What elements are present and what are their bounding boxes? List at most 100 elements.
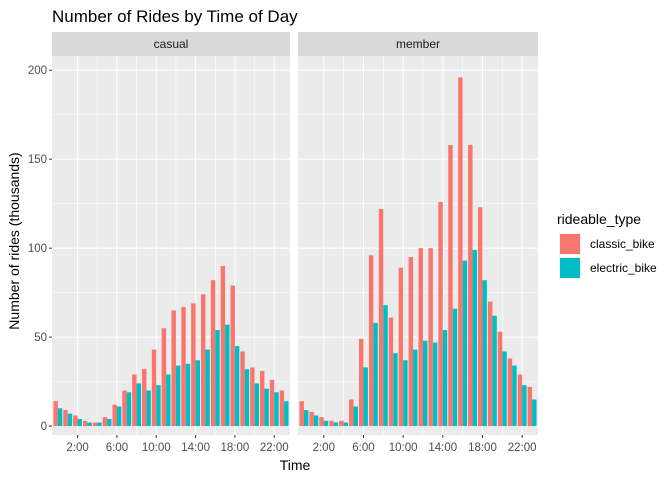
bar-electric_bike [502, 351, 507, 427]
bar-electric_bike [422, 340, 428, 427]
legend-label-classic_bike: classic_bike [590, 237, 655, 251]
bar-electric_bike [126, 392, 132, 427]
bar-classic_bike [161, 328, 167, 427]
bar-electric_bike [512, 365, 517, 427]
x-tick-label: 6:00 [106, 442, 128, 454]
x-tick-label: 14:00 [181, 442, 210, 454]
bar-electric_bike [303, 410, 309, 427]
facet-panels: casual 0 50 100 150 200 2:00 6:00 10:00 14:00 18:0… [28, 32, 538, 454]
bar-classic_bike [468, 144, 473, 427]
bar-electric_bike [413, 349, 418, 427]
x-axis-title: Time [280, 457, 311, 473]
bar-classic_bike [63, 410, 68, 427]
bar-classic_bike [171, 310, 176, 427]
bar-electric_bike [432, 342, 438, 427]
bar-classic_bike [279, 390, 285, 427]
bar-electric_bike [522, 385, 527, 427]
bar-electric_bike [225, 324, 230, 427]
bar-classic_bike [368, 255, 374, 427]
bar-electric_bike [333, 422, 339, 427]
bar-classic_bike [408, 257, 414, 427]
y-axis-title: Number of rides (thousands) [6, 152, 22, 329]
x-tick-label: 10:00 [142, 442, 171, 454]
bar-electric_bike [323, 420, 329, 427]
bar-electric_bike [482, 280, 487, 427]
bar-classic_bike [73, 415, 78, 427]
bar-electric_bike [234, 346, 240, 427]
bar-electric_bike [264, 388, 269, 427]
bar-classic_bike [220, 265, 226, 427]
bar-electric_bike [146, 390, 151, 427]
bar-electric_bike [313, 415, 319, 427]
bar-classic_bike [299, 401, 304, 427]
bar-classic_bike [181, 306, 186, 427]
facet-panel-casual: casual 0 50 100 150 200 2:00 6:00 10:00 14:00 18:0… [28, 32, 290, 454]
facet-strip [298, 32, 538, 56]
bar-classic_bike [260, 370, 265, 427]
facet-strip [52, 32, 290, 56]
bar-electric_bike [166, 374, 171, 427]
x-tick-label: 14:00 [428, 442, 457, 454]
bar-classic_bike [269, 379, 275, 427]
facet-strip-label: casual [154, 37, 189, 51]
bar-electric_bike [254, 383, 260, 427]
y-tick-label: 200 [28, 65, 47, 77]
y-tick-label: 0 [41, 421, 47, 433]
bar-classic_bike [82, 420, 88, 427]
facet-panel-member: member 2:00 6:00 10:00 14:00 18:00 22:00 [298, 32, 538, 454]
chart-title: Number of Rides by Time of Day [52, 7, 298, 26]
bar-classic_bike [478, 207, 483, 427]
bar-classic_bike [458, 77, 463, 427]
x-tick-label: 2:00 [313, 442, 335, 454]
bar-electric_bike [57, 408, 63, 427]
bar-electric_bike [452, 308, 458, 427]
bar-classic_bike [151, 349, 157, 427]
x-tick-label: 22:00 [260, 442, 289, 454]
bar-electric_bike [116, 406, 122, 427]
bar-classic_bike [309, 411, 314, 427]
legend-title: rideable_type [557, 211, 641, 227]
bar-electric_bike [244, 369, 250, 427]
bar-classic_bike [250, 367, 255, 427]
bar-classic_bike [497, 331, 503, 427]
bar-electric_bike [353, 406, 358, 427]
x-tick-label: 6:00 [352, 442, 374, 454]
legend-label-electric_bike: electric_bike [590, 261, 657, 275]
bar-electric_bike [403, 360, 408, 427]
bar-classic_bike [122, 390, 127, 427]
bar-classic_bike [527, 386, 533, 427]
bar-electric_bike [383, 305, 388, 427]
legend-swatch-electric_bike [560, 258, 580, 278]
bar-classic_bike [112, 404, 117, 427]
bar-electric_bike [97, 422, 102, 427]
bar-classic_bike [418, 248, 423, 427]
bar-classic_bike [388, 317, 394, 427]
y-tick-label: 100 [28, 243, 47, 255]
y-tick-label: 50 [34, 332, 47, 344]
bar-electric_bike [472, 249, 478, 427]
bar-electric_bike [492, 315, 497, 427]
bar-electric_bike [462, 260, 468, 427]
legend-swatch-classic_bike [560, 234, 580, 254]
x-tick-label: 2:00 [66, 442, 88, 454]
x-tick-label: 10:00 [389, 442, 418, 454]
bar-classic_bike [132, 374, 137, 427]
bar-classic_bike [398, 267, 404, 427]
bar-electric_bike [77, 418, 82, 427]
facet-strip-label: member [396, 37, 440, 51]
bar-electric_bike [343, 422, 349, 427]
bar-electric_bike [393, 353, 398, 427]
bar-electric_bike [442, 330, 448, 427]
bar-electric_bike [67, 413, 73, 427]
bar-classic_bike [517, 374, 523, 427]
bar-classic_bike [240, 351, 245, 427]
bar-electric_bike [136, 383, 142, 427]
bar-electric_bike [205, 349, 210, 427]
bar-classic_bike [329, 420, 334, 427]
y-tick-label: 150 [28, 154, 47, 166]
x-tick-label: 22:00 [508, 442, 537, 454]
bar-electric_bike [185, 363, 191, 427]
bar-classic_bike [378, 209, 384, 427]
bar-electric_bike [284, 401, 289, 427]
